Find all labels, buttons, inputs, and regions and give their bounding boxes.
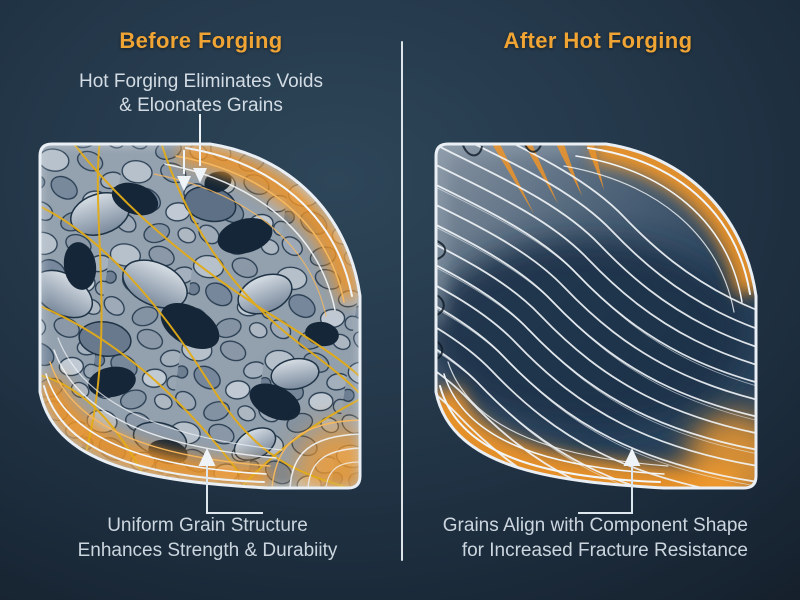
down-arrow-icon [177,176,191,191]
up-arrow-icon [623,448,641,466]
left-annotation-line2: & Eloonates Grains [119,95,283,116]
left-caption-line2: Enhances Strength & Durabiity [77,540,338,561]
after-component-cross-section [434,142,758,490]
down-arrow-icon [193,168,207,183]
heat-fan-wedges [492,144,604,214]
left-annotation-line1: Hot Forging Eliminates Voids [79,71,323,92]
left-caption-line1: Uniform Grain Structure [107,515,308,536]
before-forging-title: Before Forging [119,28,283,53]
up-arrow-icon [198,448,216,466]
right-caption: Grains Align with Component Shape for In… [388,513,748,563]
before-shape-outline [38,142,362,490]
after-shape-outline [434,142,758,490]
right-caption-line1: Grains Align with Component Shape [442,515,748,536]
annotation-pointer [177,114,207,191]
right-caption-line2: for Increased Fracture Resistance [461,540,748,561]
after-forging-title: After Hot Forging [503,28,693,53]
left-annotation: Hot Forging Eliminates Voids & Eloonates… [30,70,372,118]
left-caption: Uniform Grain Structure Enhances Strengt… [40,513,375,563]
grain-boundary-lines [40,144,360,488]
right-caption-callout [578,448,641,514]
left-caption-callout [198,448,263,514]
before-component-cross-section [38,142,362,490]
